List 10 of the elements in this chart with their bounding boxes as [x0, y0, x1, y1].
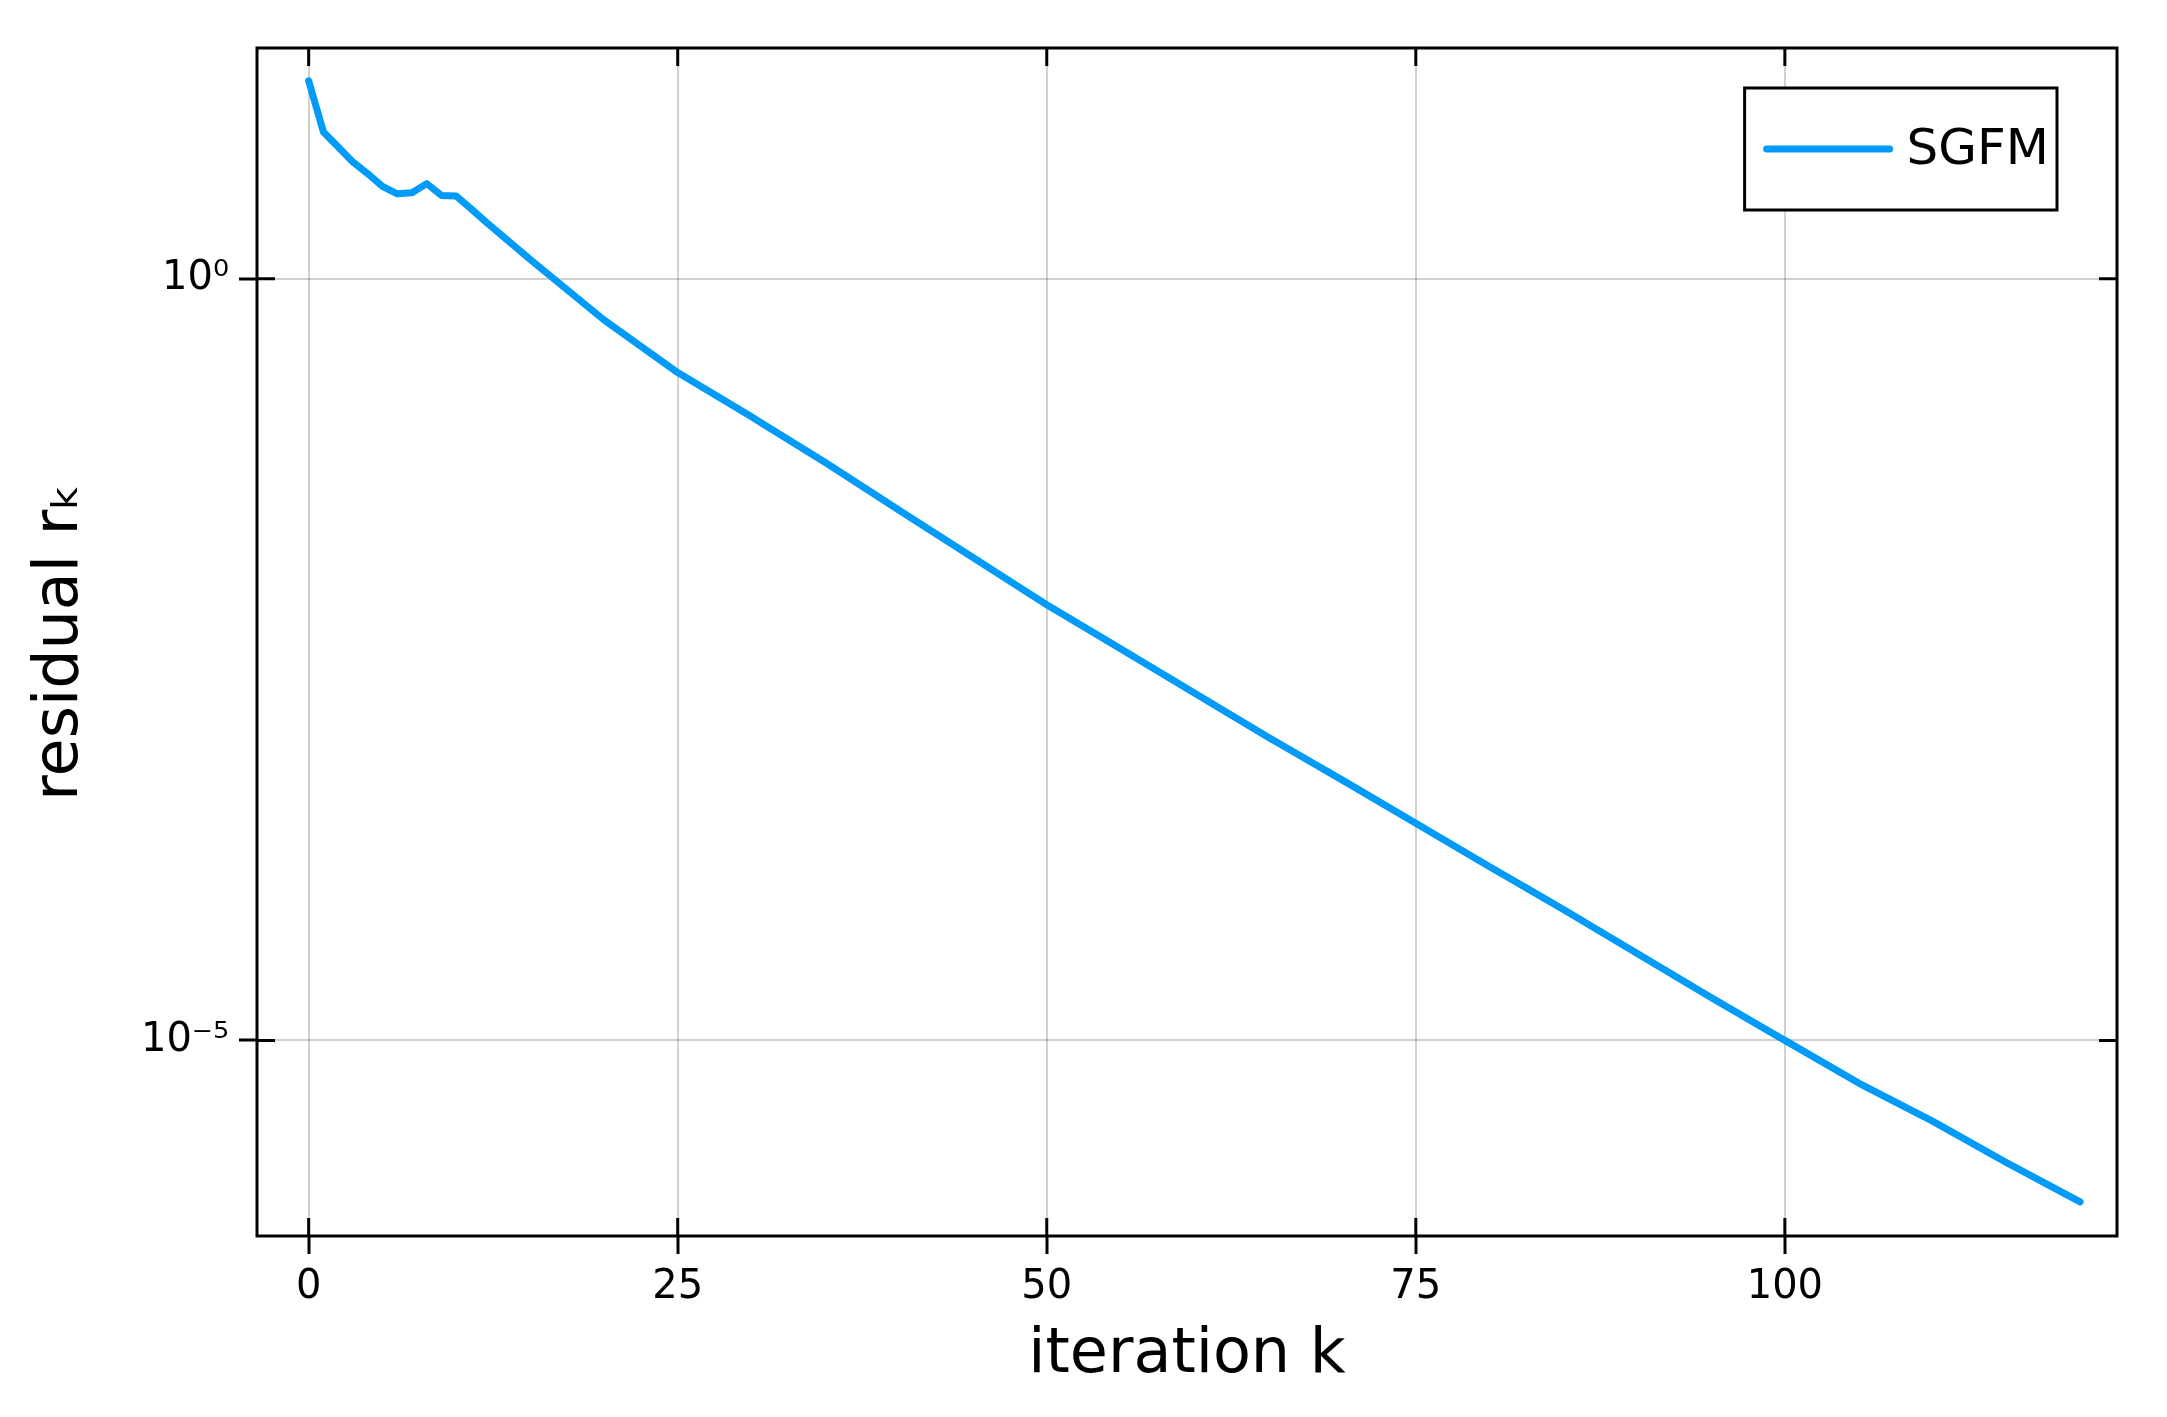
- y-axis-title: residual rₖ: [19, 483, 93, 801]
- y-tick-label: 10⁰: [162, 252, 229, 299]
- x-tick-label: 50: [1021, 1261, 1073, 1308]
- y-tick-label: 10⁻⁵: [140, 1013, 229, 1060]
- x-tick-label: 100: [1746, 1261, 1824, 1308]
- x-axis-title: iteration k: [1028, 1313, 1346, 1387]
- legend-label: SGFM: [1906, 117, 2050, 176]
- x-tick-label: 75: [1390, 1261, 1442, 1308]
- x-tick-label: 25: [652, 1261, 704, 1308]
- x-tick-label: 0: [295, 1261, 322, 1308]
